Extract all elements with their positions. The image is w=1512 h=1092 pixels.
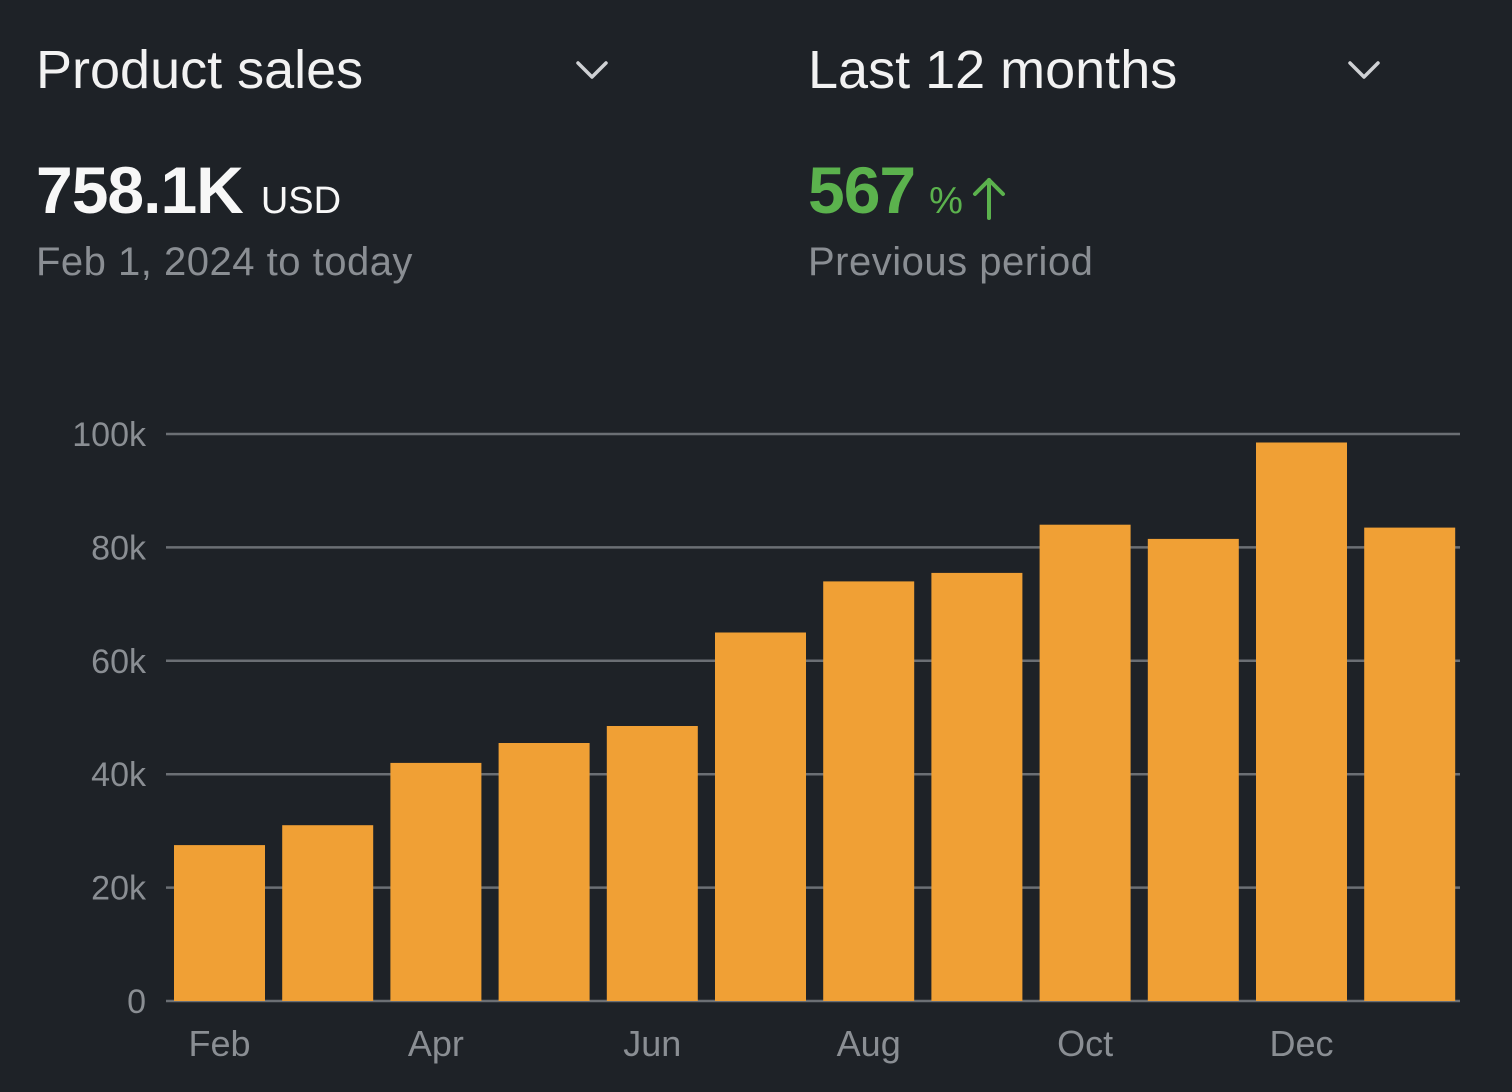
period-dropdown-label: Last 12 months — [808, 40, 1178, 100]
bar-mar[interactable] — [282, 825, 374, 1001]
change-value: 567 — [808, 153, 916, 227]
change-unit: % — [929, 180, 963, 222]
bar-jul[interactable] — [715, 632, 806, 1002]
total-sales-stat: 758.1K USD Feb 1, 2024 to today — [36, 152, 413, 285]
metric-dropdown-label: Product sales — [36, 40, 364, 100]
bar-aug[interactable] — [823, 581, 915, 1001]
bar-nov[interactable] — [1147, 538, 1239, 1001]
y-tick-label: 60k — [91, 643, 147, 681]
chevron-down-icon — [572, 50, 612, 90]
change-caption: Previous period — [808, 240, 1094, 284]
bar-jun[interactable] — [606, 726, 698, 1001]
bar-oct[interactable] — [1039, 524, 1131, 1001]
bar-feb[interactable] — [174, 845, 265, 1001]
bar-sep[interactable] — [931, 572, 1023, 1001]
total-sales-caption: Feb 1, 2024 to today — [36, 240, 413, 284]
bar-dec[interactable] — [1256, 442, 1347, 1002]
y-tick-label: 40k — [91, 756, 147, 794]
y-tick-label: 0 — [127, 983, 146, 1021]
y-tick-label: 80k — [91, 529, 147, 567]
y-tick-label: 100k — [72, 416, 147, 454]
chevron-down-icon — [1344, 50, 1384, 90]
total-sales-unit: USD — [260, 180, 342, 222]
total-sales-value: 758.1K — [36, 153, 244, 227]
y-tick-label: 20k — [91, 870, 147, 908]
metric-dropdown[interactable]: Product sales — [36, 38, 612, 102]
x-tick-label: Oct — [1057, 1023, 1113, 1064]
change-stat: 567 % Previous period — [808, 152, 1093, 285]
x-tick-label: Jun — [623, 1023, 681, 1064]
bar-apr[interactable] — [390, 762, 482, 1001]
x-tick-label: Aug — [837, 1023, 901, 1064]
bar-jan[interactable] — [1364, 527, 1456, 1001]
x-tick-label: Dec — [1269, 1023, 1333, 1064]
period-dropdown[interactable]: Last 12 months — [808, 38, 1384, 102]
arrow-up-icon — [969, 174, 1009, 222]
x-tick-label: Feb — [188, 1023, 250, 1064]
x-tick-label: Apr — [408, 1023, 464, 1064]
bar-may[interactable] — [498, 743, 590, 1001]
